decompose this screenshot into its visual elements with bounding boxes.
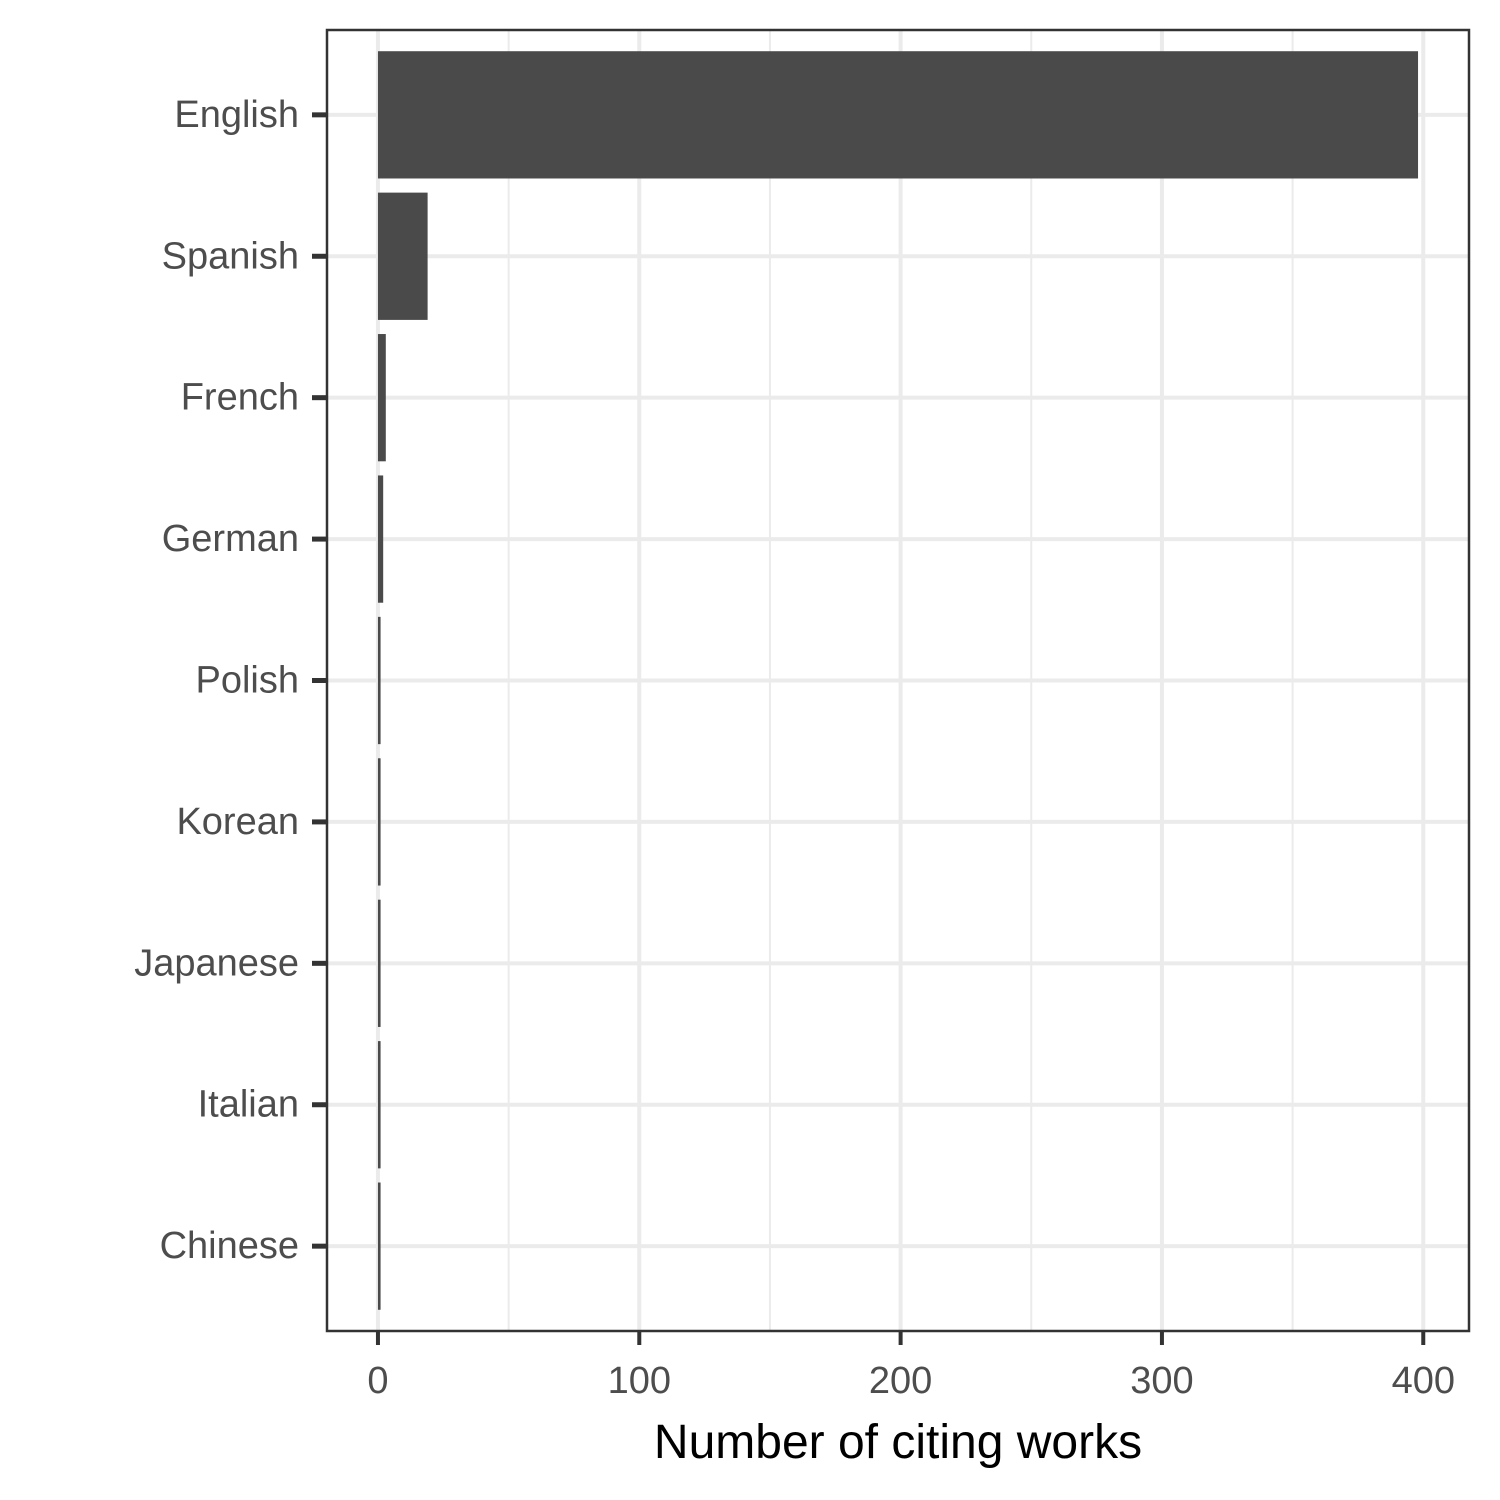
x-tick-label: 400	[1392, 1360, 1455, 1402]
y-tick-label-spanish: Spanish	[162, 235, 299, 277]
y-tick-label-italian: Italian	[198, 1084, 299, 1126]
y-tick-label-french: French	[181, 377, 299, 419]
bar-japanese	[377, 899, 381, 1027]
y-tick-label-chinese: Chinese	[160, 1225, 299, 1267]
x-tick-label: 300	[1130, 1360, 1193, 1402]
y-tick-label-polish: Polish	[196, 660, 300, 702]
bar-korean	[377, 758, 381, 886]
bar-polish	[377, 616, 381, 745]
x-tick-label: 0	[367, 1360, 388, 1402]
y-tick-label-korean: Korean	[176, 801, 299, 843]
bar-french	[377, 334, 386, 462]
bars	[377, 51, 1419, 1310]
bar-english	[377, 51, 1419, 179]
major-gridlines	[327, 30, 1469, 1331]
x-tick-label: 100	[608, 1360, 671, 1402]
y-tick-label-japanese: Japanese	[134, 942, 299, 984]
x-tick-label: 200	[869, 1360, 932, 1402]
y-tick-label-english: English	[174, 94, 299, 136]
y-tick-label-german: German	[162, 518, 299, 560]
bar-chinese	[377, 1182, 381, 1310]
bar-spanish	[377, 192, 428, 320]
bar-german	[377, 475, 384, 603]
bar-italian	[377, 1041, 381, 1169]
y-axis: English Spanish French German Polish Korean Ja…	[134, 94, 327, 1267]
x-axis: 0 100 200 300 400	[367, 1331, 1455, 1402]
x-axis-title: Number of citing works	[654, 1416, 1142, 1469]
